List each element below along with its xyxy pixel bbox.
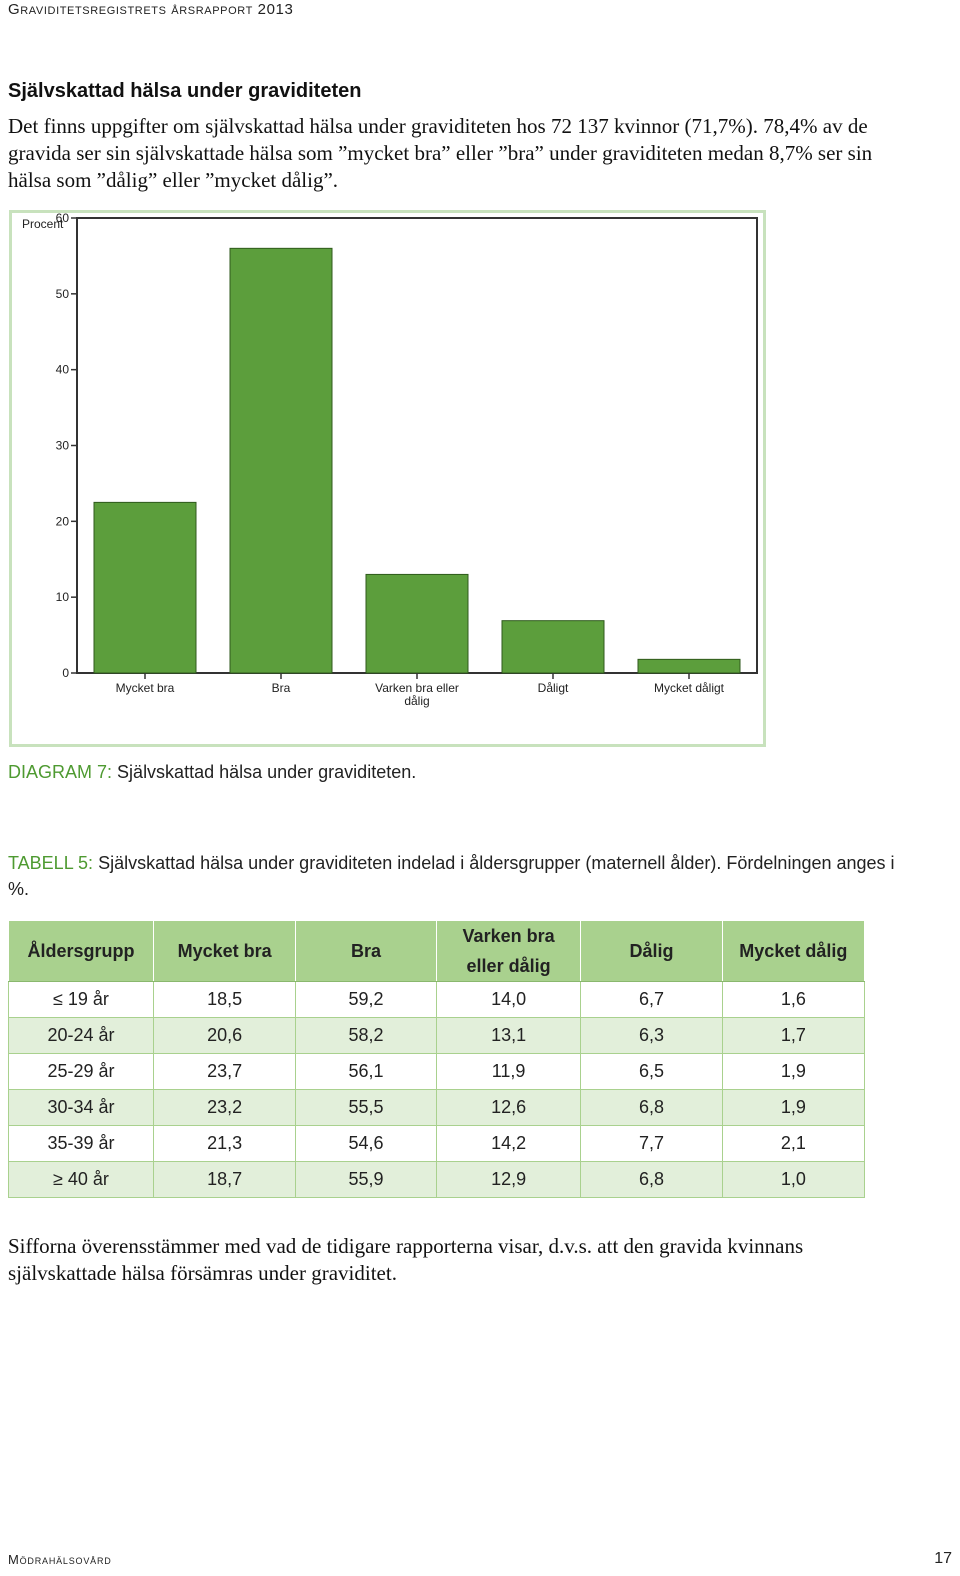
table-row: 25-29 år 23,7 56,1 11,9 6,5 1,9 [8,1053,866,1090]
diagram-caption-label: DIAGRAM 7: [8,762,113,782]
percent-cell: 12,6 [435,1089,582,1126]
table-caption-text: Självskattad hälsa under graviditeten in… [8,853,895,899]
percent-cell: 14,0 [435,981,582,1018]
y-tick-label: 0 [62,666,69,680]
percent-cell: 14,2 [435,1125,582,1162]
percent-cell: 23,7 [152,1053,297,1090]
age-group-cell: 20-24 år [8,1017,154,1054]
x-tick-label: Varken bra eller [375,681,459,695]
percent-cell: 55,9 [295,1161,437,1198]
table-row: 35-39 år 21,3 54,6 14,2 7,7 2,1 [8,1125,866,1162]
header-very-good: Mycket bra [152,920,297,982]
percent-cell: 21,3 [152,1125,297,1162]
percent-cell: 12,9 [435,1161,582,1198]
percent-cell: 6,7 [580,981,723,1018]
percent-cell: 23,2 [152,1089,297,1126]
y-tick-label: 30 [56,439,70,453]
percent-cell: 59,2 [295,981,437,1018]
y-tick-label: 20 [56,514,70,528]
header-neither: Varken bra eller dålig [435,920,582,982]
percent-cell: 18,7 [152,1161,297,1198]
percent-cell: 7,7 [580,1125,723,1162]
percent-cell: 6,3 [580,1017,723,1054]
percent-cell: 18,5 [152,981,297,1018]
header-very-poor: Mycket dålig [721,920,866,982]
percent-cell: 1,9 [721,1053,866,1090]
percent-cell: 1,7 [721,1017,866,1054]
percent-cell: 1,0 [721,1161,866,1198]
page-header: Graviditetsregistrets årsrapport 2013 [8,1,294,18]
bar [229,247,333,674]
y-tick-label: 60 [56,213,70,225]
percent-cell: 6,8 [580,1161,723,1198]
bar [93,501,197,674]
age-group-cell: 35-39 år [8,1125,154,1162]
y-tick-label: 10 [56,590,70,604]
percent-cell: 20,6 [152,1017,297,1054]
x-tick-label: Bra [272,681,291,695]
percent-cell: 54,6 [295,1125,437,1162]
intro-paragraph: Det finns uppgifter om självskattad häls… [8,114,873,192]
percent-cell: 2,1 [721,1125,866,1162]
y-axis-label: Procent [22,217,64,231]
table-row: 20-24 år 20,6 58,2 13,1 6,3 1,7 [8,1017,866,1054]
percent-cell: 6,5 [580,1053,723,1090]
table-row: 30-34 år 23,2 55,5 12,6 6,8 1,9 [8,1089,866,1126]
y-tick-label: 40 [56,363,70,377]
age-group-table: Åldersgrupp Mycket bra Bra Varken bra el… [8,920,866,1198]
age-group-cell: ≤ 19 år [8,981,154,1018]
page-number: 17 [934,1550,952,1567]
percent-cell: 58,2 [295,1017,437,1054]
percent-cell: 1,9 [721,1089,866,1126]
header-neither-text: Varken bra eller dålig [462,926,555,976]
percent-cell: 13,1 [435,1017,582,1054]
age-group-cell: ≥ 40 år [8,1161,154,1198]
page-footer: Mödrahälsovård [8,1552,112,1567]
diagram-caption: DIAGRAM 7: Självskattad hälsa under grav… [8,762,416,783]
y-tick-label: 50 [56,287,70,301]
table-caption: TABELL 5: Självskattad hälsa under gravi… [8,850,908,902]
bar [637,658,741,674]
header-age-group: Åldersgrupp [8,920,154,982]
x-tick-label: Mycket dåligt [654,681,725,695]
percent-cell: 55,5 [295,1089,437,1126]
percent-cell: 6,8 [580,1089,723,1126]
section-title: Självskattad hälsa under graviditeten [8,80,362,102]
percent-cell: 56,1 [295,1053,437,1090]
chart-svg: Procent 0 10 20 30 40 50 60 Mycket bra Bra Varken … [22,213,758,708]
percent-cell: 11,9 [435,1053,582,1090]
table-caption-label: TABELL 5: [8,853,94,873]
bar-chart: Procent 0 10 20 30 40 50 60 Mycket bra Bra Varken … [9,210,766,747]
table-row: ≥ 40 år 18,7 55,9 12,9 6,8 1,0 [8,1161,866,1198]
conclusion-paragraph: Sifforna överensstämmer med vad de tidig… [8,1234,804,1285]
x-tick-label: Mycket bra [116,681,175,695]
table-header-row: Åldersgrupp Mycket bra Bra Varken bra el… [8,920,866,982]
age-group-cell: 25-29 år [8,1053,154,1090]
x-tick-label: Dåligt [538,681,569,695]
age-group-cell: 30-34 år [8,1089,154,1126]
header-good: Bra [295,920,437,982]
percent-cell: 1,6 [721,981,866,1018]
header-poor: Dålig [580,920,723,982]
diagram-caption-text: Självskattad hälsa under graviditeten. [117,762,417,782]
table-row: ≤ 19 år 18,5 59,2 14,0 6,7 1,6 [8,981,866,1018]
x-tick-label: dålig [404,694,429,708]
bar [365,573,469,674]
bar [501,620,605,674]
